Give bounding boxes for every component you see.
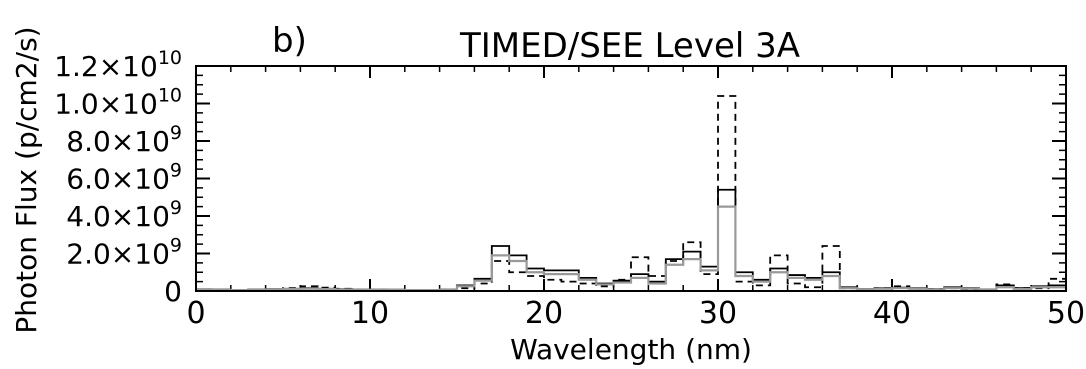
y-tick-label: 0 <box>164 275 182 308</box>
y-tick-label: 6.0×109 <box>66 160 182 196</box>
y-tick-label: 4.0×109 <box>66 197 182 233</box>
panel-label: b) <box>272 21 307 61</box>
series-line-solid-1 <box>195 188 1067 291</box>
x-tick-label: 40 <box>873 296 911 331</box>
plot-frame <box>195 65 1067 292</box>
x-tick-label: 10 <box>351 296 389 331</box>
x-tick-label: 20 <box>525 296 563 331</box>
chart-title: TIMED/SEE Level 3A <box>459 26 800 66</box>
y-tick-label: 2.0×109 <box>66 235 182 271</box>
x-axis-label: Wavelength (nm) <box>510 333 752 366</box>
x-tick-label: 30 <box>699 296 737 331</box>
series-line-dashed-0 <box>195 95 1067 291</box>
series-line-solid-2 <box>194 205 1068 292</box>
x-tick-label: 0 <box>186 296 205 331</box>
y-axis-label: Photon Flux (p/cm2/s) <box>10 26 43 333</box>
y-tick-label: 8.0×109 <box>66 122 182 158</box>
y-tick-label: 1.0×1010 <box>54 85 182 121</box>
y-tick-label: 1.2×1010 <box>54 47 182 83</box>
x-tick-label: 50 <box>1047 296 1085 331</box>
